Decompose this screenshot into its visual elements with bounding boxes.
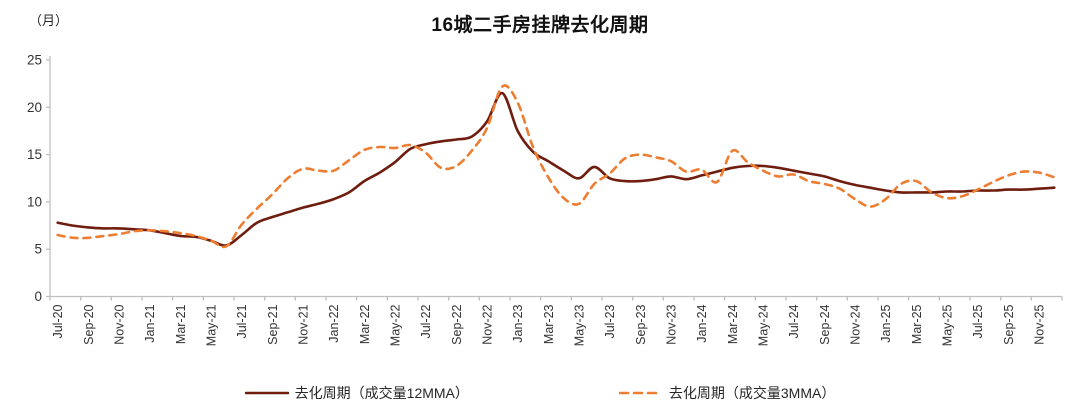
x-tick-label: Mar-23 (542, 304, 556, 344)
x-tick-label: Jul-22 (419, 304, 433, 338)
legend-item-12mma: 去化周期（成交量12MMA） (244, 383, 469, 403)
x-tick-label: Sep-24 (818, 304, 832, 344)
legend-item-3mma: 去化周期（成交量3MMA） (618, 383, 836, 403)
x-tick-label: Jul-21 (235, 304, 249, 338)
y-axis-unit-label: （月） (29, 13, 69, 28)
series-line-3mma (56, 84, 1056, 249)
x-tick-label: Sep-20 (82, 304, 96, 344)
x-tick-label: Sep-23 (634, 304, 648, 344)
x-tick-label: May-24 (757, 304, 771, 346)
y-tick-label: 0 (34, 289, 42, 304)
x-tick-label: Jul-25 (971, 304, 985, 338)
x-tick-label: Jan-25 (879, 304, 893, 342)
x-tick-label: Jan-22 (327, 304, 341, 342)
x-tick-label: Jan-21 (143, 304, 157, 342)
y-tick-label: 15 (27, 147, 42, 162)
y-tick-label: 20 (27, 100, 42, 115)
legend-swatch-dashed-line (618, 391, 663, 395)
x-tick-label: May-21 (205, 304, 219, 346)
x-tick-label: Nov-23 (665, 304, 679, 344)
x-tick-label: Jul-20 (51, 304, 65, 338)
legend-swatch-solid-line (244, 391, 289, 395)
x-tick-label: Mar-25 (910, 304, 924, 344)
x-tick-label: Nov-25 (1033, 304, 1047, 344)
series-line-12mma (56, 91, 1056, 247)
x-tick-label: Mar-22 (358, 304, 372, 344)
x-tick-label: Nov-22 (481, 304, 495, 344)
x-tick-label: Sep-22 (450, 304, 464, 344)
x-tick-label: Nov-20 (113, 304, 127, 344)
legend-label-3mma: 去化周期（成交量3MMA） (668, 385, 836, 401)
legend-label-12mma: 去化周期（成交量12MMA） (294, 385, 469, 401)
chart-title: 16城二手房挂牌去化周期 (431, 15, 649, 36)
chart-legend: 去化周期（成交量12MMA） 去化周期（成交量3MMA） (0, 383, 1080, 403)
x-tick-label: Sep-25 (1002, 304, 1016, 344)
x-tick-label: May-23 (573, 304, 587, 346)
x-tick-label: Mar-24 (726, 304, 740, 344)
x-tick-label: Nov-24 (849, 304, 863, 344)
x-tick-label: May-25 (941, 304, 955, 346)
y-tick-label: 25 (27, 53, 42, 68)
y-tick-label: 5 (34, 242, 42, 257)
x-tick-label: May-22 (389, 304, 403, 346)
x-tick-label: Jul-24 (787, 304, 801, 338)
x-tick-label: Mar-21 (174, 304, 188, 344)
x-tick-label: Jul-23 (603, 304, 617, 338)
x-tick-label: Jan-23 (511, 304, 525, 342)
x-tick-label: Nov-21 (297, 304, 311, 344)
y-tick-label: 10 (27, 194, 42, 209)
x-tick-label: Sep-21 (266, 304, 280, 344)
x-tick-label: Jan-24 (695, 304, 709, 342)
